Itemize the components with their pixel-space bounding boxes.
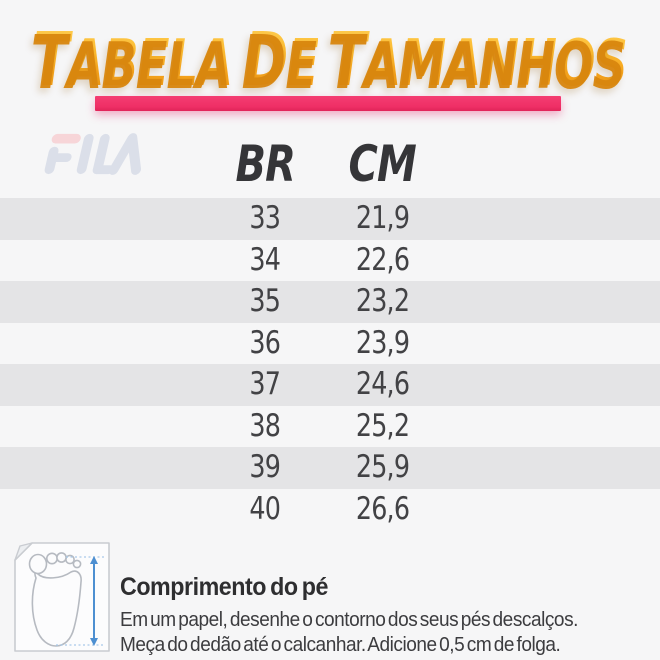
br-size-value: 36 (249, 324, 282, 361)
table-row: 40 26,6 (0, 489, 660, 531)
page-title-word: TAMANHOS (329, 16, 628, 103)
instructions-title: Comprimento do pé (120, 573, 328, 601)
pink-underline-bar (95, 96, 561, 111)
foot-measure-icon (10, 540, 114, 659)
cm-size-value: 23,2 (355, 283, 410, 319)
header-cm-label: CM (348, 135, 417, 193)
cm-size-value: 24,6 (355, 366, 410, 402)
table-row: 39 25,9 (0, 447, 660, 489)
cm-size-value: 22,6 (355, 241, 410, 278)
measuring-instructions: Comprimento do pé Em um papel, desenhe o… (120, 572, 585, 657)
header-col-cm: CM (320, 133, 445, 208)
cm-size-value: 21,9 (355, 200, 410, 236)
table-row: 36 23,9 (0, 323, 660, 365)
cm-size-value: 23,9 (355, 324, 410, 361)
cm-size-value: 26,6 (355, 490, 410, 527)
table-row: 33 21,9 (0, 198, 660, 240)
fila-logo-icon (37, 131, 143, 182)
table-row: 35 23,2 (0, 281, 660, 323)
header-col-br: BR (195, 133, 335, 208)
br-size-value: 33 (249, 200, 282, 236)
instructions-line-1: Em um papel, desenhe o contorno dos seus… (120, 608, 578, 631)
page-title: TABELA DE TAMANHOS (27, 16, 633, 103)
br-size-value: 40 (249, 490, 282, 527)
table-row: 37 24,6 (0, 364, 660, 406)
cm-size-value: 25,2 (355, 407, 410, 444)
br-size-value: 35 (249, 283, 282, 319)
table-header-row: BR CM (0, 133, 660, 195)
br-size-value: 39 (249, 449, 282, 485)
page-title-word: TABELA (32, 16, 233, 103)
page-title-word: DE (243, 16, 319, 103)
instructions-line-2: Meça do dedão até o calcanhar. Adicione … (120, 633, 561, 656)
table-row: 34 22,6 (0, 240, 660, 282)
size-table: 33 21,9 34 22,6 35 23,2 36 23,9 37 24,6 … (0, 198, 660, 530)
measure-arrow-icon (56, 556, 104, 646)
table-row: 38 25,2 (0, 406, 660, 448)
br-size-value: 38 (249, 407, 282, 444)
header-br-label: BR (235, 135, 295, 193)
br-size-value: 34 (249, 241, 282, 278)
cm-size-value: 25,9 (355, 449, 410, 485)
br-size-value: 37 (249, 366, 282, 402)
